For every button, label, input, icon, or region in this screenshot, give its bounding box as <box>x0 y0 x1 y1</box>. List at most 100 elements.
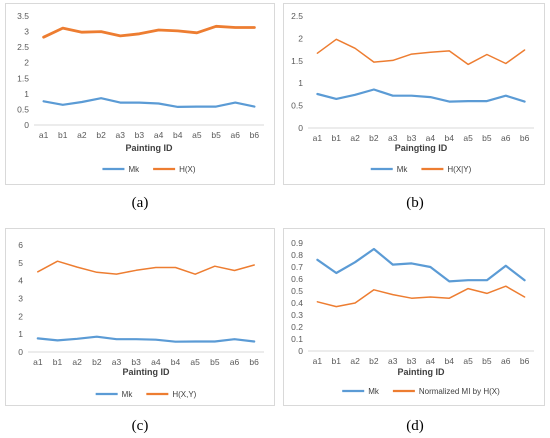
x-tick-label: b6 <box>249 357 259 367</box>
x-tick-label: b3 <box>407 356 417 366</box>
x-tick-label: b2 <box>96 130 106 140</box>
x-tick-label: a1 <box>33 357 43 367</box>
x-tick-label: a6 <box>501 133 511 143</box>
chart-panel-a: 0 0.5 1 1.5 2 2.5 3 3.5 a1 b1 a2 b2 a3 b3 a4 b4 a5 b5 a6 b6… <box>5 3 275 185</box>
x-tick-label: a4 <box>426 133 436 143</box>
x-tick-label: b4 <box>171 357 181 367</box>
y-tick-label: 0.4 <box>291 298 303 308</box>
x-tick-label: b5 <box>482 133 492 143</box>
y-tick-label: 2.5 <box>291 11 303 21</box>
y-tick-label: 0 <box>298 346 303 356</box>
caption-a: (a) <box>131 195 149 211</box>
y-tick-label: 3 <box>18 294 23 304</box>
legend-label: Mk <box>122 390 134 399</box>
chart-panel-d: 0 0.1 0.2 0.3 0.4 0.5 0.6 0.7 0.8 0.9 a1 b1 a2 b2 a3 b3… <box>283 228 545 406</box>
legend-label: Mk <box>397 165 409 174</box>
y-tick-label: 1 <box>298 78 303 88</box>
y-tick-label: 5 <box>18 258 23 268</box>
x-tick-label: a5 <box>463 356 473 366</box>
x-tick-label: b2 <box>92 357 102 367</box>
y-tick-label: 1.5 <box>291 56 303 66</box>
legend-label: Mk <box>368 387 380 396</box>
x-tick-label: b6 <box>250 130 260 140</box>
y-tick-label: 2 <box>24 58 29 68</box>
legend-label: Normalized MI by H(X) <box>419 387 500 396</box>
series-line-second <box>316 285 526 308</box>
y-tick-label: 0.5 <box>291 101 303 111</box>
x-tick-label: a6 <box>230 357 240 367</box>
chart-panel-b: 0 0.5 1 1.5 2 2.5 a1 b1 a2 b2 a3 b3 a4 b4 a5 b5 a6 b6 Pain… <box>283 3 545 185</box>
x-tick-label: a3 <box>112 357 122 367</box>
series-line-second <box>316 38 526 66</box>
y-tick-label: 1.5 <box>17 73 29 83</box>
chart-panel-c: 0 1 2 3 4 5 6 a1 b1 a2 b2 a3 b3 a4 b4 a5 b5 a6 b6 Painting … <box>5 228 275 406</box>
chart-c-svg: 0 1 2 3 4 5 6 a1 b1 a2 b2 a3 b3 a4 b4 a5 b5 a6 b6 Painting … <box>18 240 264 399</box>
caption-b: (b) <box>406 195 424 211</box>
caption-c: (c) <box>131 418 149 434</box>
x-tick-label: a2 <box>350 356 360 366</box>
y-tick-label: 0.3 <box>291 310 303 320</box>
x-tick-label: a1 <box>39 130 49 140</box>
x-tick-label: a5 <box>190 357 200 367</box>
x-tick-label: b2 <box>369 133 379 143</box>
legend-label: H(X|Y) <box>447 165 471 174</box>
x-tick-label: b6 <box>520 356 530 366</box>
x-tick-label: b3 <box>131 357 141 367</box>
x-tick-label: a2 <box>72 357 82 367</box>
x-tick-label: b5 <box>482 356 492 366</box>
y-tick-label: 2 <box>298 33 303 43</box>
y-tick-label: 3.5 <box>17 11 29 21</box>
x-tick-label: b2 <box>369 356 379 366</box>
x-tick-label: b1 <box>332 356 342 366</box>
y-tick-label: 0.2 <box>291 322 303 332</box>
x-tick-label: a4 <box>154 130 164 140</box>
x-tick-label: b4 <box>445 133 455 143</box>
x-tick-label: a3 <box>388 356 398 366</box>
y-tick-label: 6 <box>18 240 23 250</box>
x-tick-label: a4 <box>426 356 436 366</box>
x-tick-label: b1 <box>58 130 68 140</box>
y-tick-label: 0 <box>24 120 29 130</box>
x-tick-label: b1 <box>332 133 342 143</box>
x-tick-label: b3 <box>135 130 145 140</box>
x-tick-label: a4 <box>151 357 161 367</box>
x-tick-label: b4 <box>173 130 183 140</box>
y-tick-label: 0.1 <box>291 334 303 344</box>
series-line-mk <box>36 335 256 343</box>
x-tick-label: a5 <box>463 133 473 143</box>
x-tick-label: b5 <box>210 357 220 367</box>
legend-label: H(X) <box>179 165 196 174</box>
chart-d-svg: 0 0.1 0.2 0.3 0.4 0.5 0.6 0.7 0.8 0.9 a1 b1 a2 b2 a3 b3… <box>291 238 534 396</box>
x-tick-label: a1 <box>313 356 323 366</box>
x-tick-label: a3 <box>116 130 126 140</box>
x-tick-label: a2 <box>350 133 360 143</box>
y-tick-label: 1 <box>18 329 23 339</box>
x-tick-label: a3 <box>388 133 398 143</box>
caption-d: (d) <box>406 418 424 434</box>
y-tick-label: 0 <box>298 123 303 133</box>
y-tick-label: 1 <box>24 89 29 99</box>
y-tick-label: 0.9 <box>291 238 303 248</box>
x-tick-label: a2 <box>77 130 87 140</box>
legend-label: Mk <box>128 165 140 174</box>
y-tick-label: 0.6 <box>291 274 303 284</box>
y-tick-label: 0.7 <box>291 262 303 272</box>
y-tick-label: 2.5 <box>17 42 29 52</box>
y-tick-label: 0.5 <box>291 286 303 296</box>
x-tick-label: b6 <box>520 133 530 143</box>
series-line-mk <box>42 97 256 109</box>
x-tick-label: a6 <box>231 130 241 140</box>
chart-a-svg: 0 0.5 1 1.5 2 2.5 3 3.5 a1 b1 a2 b2 a3 b3 a4 b4 a5 b5 a6 b6… <box>17 11 264 174</box>
y-tick-label: 4 <box>18 276 23 286</box>
chart-b-svg: 0 0.5 1 1.5 2 2.5 a1 b1 a2 b2 a3 b3 a4 b4 a5 b5 a6 b6 Pain… <box>291 11 534 174</box>
y-tick-label: 0 <box>18 347 23 357</box>
series-line-second <box>37 260 255 275</box>
x-tick-label: b5 <box>211 130 221 140</box>
legend-label: H(X,Y) <box>172 390 196 399</box>
y-tick-label: 0.5 <box>17 104 29 114</box>
x-axis-title: Painting ID <box>123 367 171 377</box>
y-tick-label: 3 <box>24 27 29 37</box>
y-tick-label: 0.8 <box>291 250 303 260</box>
x-tick-label: b4 <box>445 356 455 366</box>
y-tick-label: 2 <box>18 311 23 321</box>
